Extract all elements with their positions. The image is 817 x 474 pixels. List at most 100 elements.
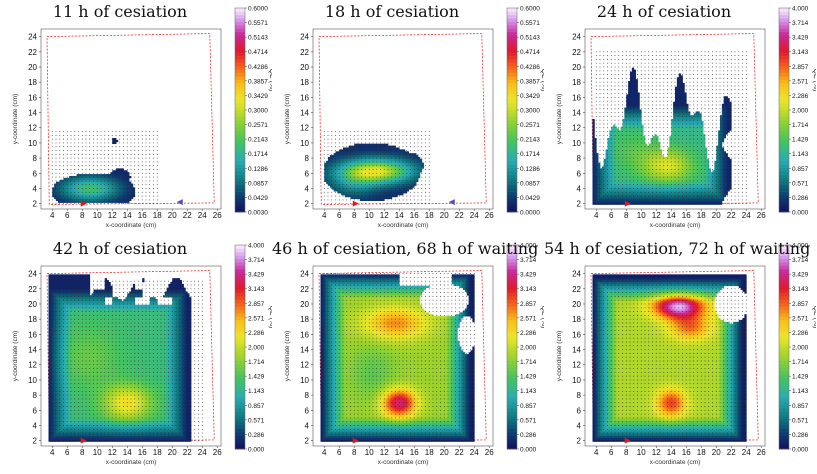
measurement-point — [410, 188, 411, 189]
measurement-point — [417, 134, 419, 136]
measurement-point — [100, 134, 102, 136]
colorbar-tick-label: 0.3000 — [248, 108, 268, 115]
heatmap-cell — [620, 162, 623, 165]
heatmap-cell — [365, 162, 368, 165]
heatmap-cell — [350, 181, 353, 184]
heatmap-cell — [116, 193, 119, 196]
colorbar-label: QE (%) — [540, 69, 544, 92]
heatmap-cell — [378, 149, 381, 152]
heatmap-cell — [386, 153, 389, 156]
heatmap-cell — [367, 177, 370, 181]
heatmap-cell — [339, 183, 342, 186]
heatmap-cell — [633, 181, 636, 184]
measurement-point — [383, 165, 385, 167]
heatmap-cell — [337, 168, 340, 171]
heatmap-cell — [361, 162, 364, 165]
heatmap-cell — [369, 187, 372, 190]
heatmap-cell — [343, 177, 346, 181]
measurement-point — [398, 150, 400, 151]
measurement-point — [63, 134, 64, 136]
heatmap-cell — [125, 185, 128, 188]
heatmap-cell — [620, 158, 623, 162]
measurement-point — [74, 191, 76, 193]
measurement-point — [342, 138, 344, 140]
heatmap-cell — [82, 198, 85, 201]
heatmap-cell — [348, 181, 351, 184]
heatmap-cell — [609, 134, 612, 137]
measurement-point — [338, 184, 340, 186]
heatmap-cell — [618, 147, 621, 150]
heatmap-cell — [56, 191, 59, 194]
heatmap-cell — [598, 168, 601, 171]
heatmap-cell — [406, 183, 409, 186]
heatmap-cell — [384, 166, 387, 169]
heatmap-cell — [633, 164, 636, 167]
measurement-point — [421, 180, 423, 182]
heatmap-cell — [626, 153, 629, 156]
heatmap-cell — [125, 187, 128, 190]
heatmap-cell — [91, 191, 94, 194]
heatmap-cell — [414, 166, 417, 169]
measurement-point — [123, 203, 124, 205]
heatmap-cell — [656, 164, 659, 167]
x-tick-label: 20 — [168, 211, 177, 220]
heatmap-cell — [380, 179, 383, 183]
measurement-point — [115, 199, 117, 201]
heatmap-cell — [56, 193, 59, 196]
measurement-point — [59, 165, 61, 167]
measurement-point — [134, 150, 136, 151]
heatmap-cell — [352, 191, 355, 194]
heatmap-cell — [363, 145, 366, 148]
heatmap-cell — [615, 145, 618, 148]
heatmap-cell — [611, 162, 614, 165]
heatmap-cell — [404, 160, 408, 164]
heatmap-cell — [89, 187, 92, 190]
heatmap-cell — [395, 153, 398, 156]
measurement-point — [104, 161, 106, 163]
heatmap-cell — [637, 128, 640, 131]
heatmap-cell — [418, 166, 421, 169]
measurement-point — [93, 203, 94, 205]
heatmap-cell — [395, 189, 398, 192]
colorbar-tick-label: 0.2571 — [248, 122, 268, 129]
heatmap-cell — [373, 158, 376, 162]
heatmap-cell — [376, 185, 379, 188]
measurement-point — [126, 146, 128, 148]
heatmap-cell — [54, 196, 57, 200]
colorbar-segment — [235, 140, 245, 145]
heatmap-cell — [667, 172, 670, 175]
heatmap-cell — [386, 187, 389, 190]
heatmap-cell — [656, 139, 659, 143]
heatmap-cell — [615, 172, 618, 175]
heatmap-cell — [374, 179, 378, 183]
heatmap-cell — [343, 191, 346, 194]
heatmap-cell — [367, 194, 370, 198]
heatmap-cell — [127, 198, 130, 201]
heatmap-cell — [630, 174, 633, 177]
measurement-point — [342, 195, 344, 197]
heatmap-cell — [110, 193, 113, 196]
measurement-point — [380, 195, 381, 197]
heatmap-cell — [354, 147, 357, 150]
measurement-point — [119, 157, 121, 159]
measurement-point — [338, 199, 340, 201]
heatmap-cell — [367, 168, 370, 171]
y-tick-label: 14 — [300, 109, 309, 118]
heatmap-cell — [371, 174, 374, 177]
heatmap-cell — [363, 187, 366, 190]
heatmap-cell — [403, 160, 406, 164]
measurement-point — [428, 157, 430, 159]
heatmap-cell — [119, 175, 122, 179]
heatmap-cell — [373, 187, 376, 190]
measurement-point — [391, 203, 393, 205]
heatmap-cell — [127, 189, 130, 192]
heatmap-cell — [412, 177, 415, 181]
measurement-point — [96, 142, 98, 144]
heatmap-cell — [361, 191, 364, 194]
heatmap-cell — [650, 139, 653, 143]
heatmap-cell — [408, 166, 411, 169]
heatmap-cell — [412, 175, 415, 179]
measurement-point — [59, 157, 61, 159]
heatmap-cell — [346, 194, 349, 198]
colorbar-segment — [507, 201, 517, 206]
